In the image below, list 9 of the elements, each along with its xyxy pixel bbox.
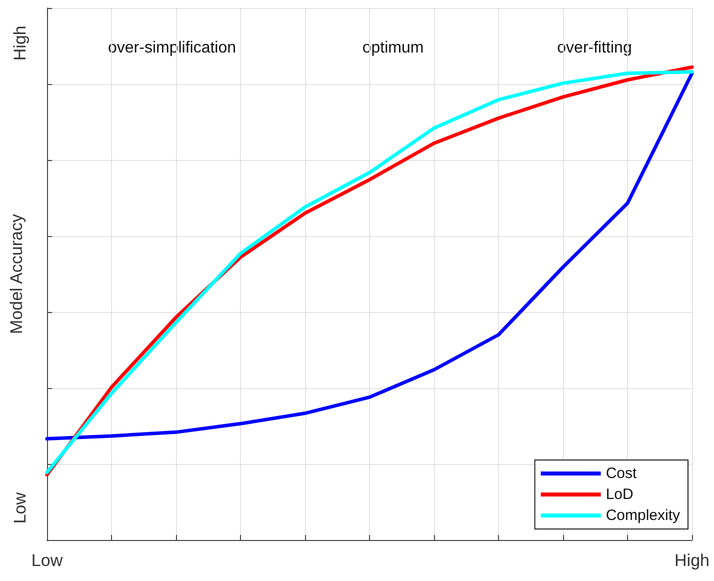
legend-label: Cost: [606, 465, 638, 482]
text: over-simplification: [108, 39, 236, 56]
text: optimum: [362, 39, 424, 56]
y-axis-title: Model Accuracy: [7, 214, 26, 334]
text: High: [10, 26, 30, 61]
text: over-fitting: [557, 39, 632, 56]
text: Low: [10, 492, 30, 524]
legend-label: Complexity: [606, 507, 680, 524]
legend-label: LoD: [606, 486, 634, 503]
